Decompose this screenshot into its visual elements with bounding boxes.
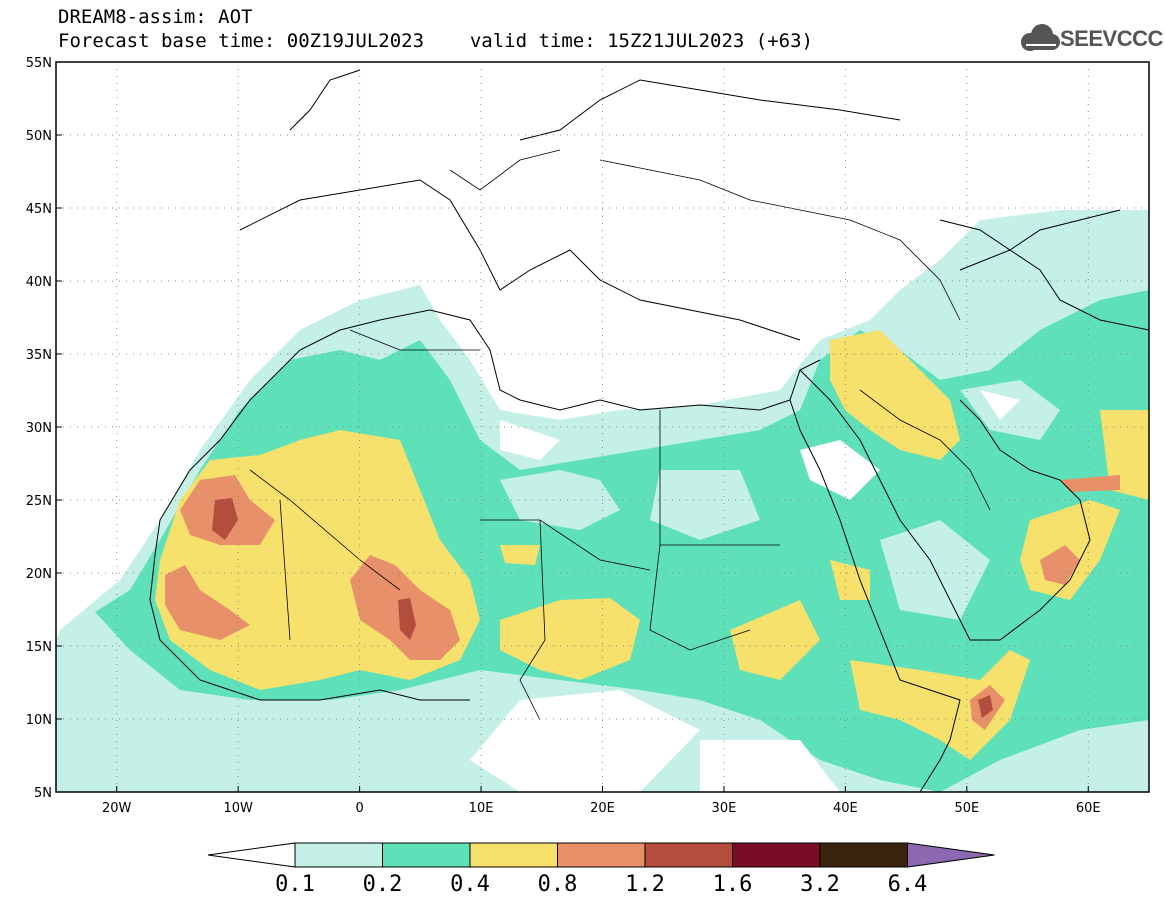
aot-band-0.4 <box>500 598 640 680</box>
aot-band-0.8 <box>1040 545 1080 585</box>
lat-tick-label: 30N <box>26 421 52 436</box>
colorbar-segment <box>644 842 733 868</box>
aot-band-1.2 <box>212 498 238 540</box>
lon-tick-label: 10E <box>469 801 494 816</box>
logo-text: SEEVCCC <box>1060 26 1163 51</box>
colorbar-max-arrow <box>907 842 995 868</box>
aot-hole <box>700 740 840 792</box>
colorbar-segment <box>469 842 558 868</box>
aot-band-0.4 <box>730 600 820 680</box>
cloud-icon <box>1021 24 1060 51</box>
aot-band-1.2 <box>978 695 993 718</box>
lat-lon-grid <box>56 62 1149 792</box>
border <box>599 159 851 221</box>
coastlines <box>149 69 1149 792</box>
aot-hole <box>470 690 700 792</box>
aot-hole <box>650 470 760 540</box>
border <box>449 149 561 191</box>
latitude-axis: 55N 50N 45N 40N 35N 30N 25N 20N 15N 10N 5N <box>26 56 62 801</box>
lat-tick-label: 35N <box>26 348 52 363</box>
lat-tick-label: 15N <box>26 640 52 655</box>
colorbar-segment <box>732 842 821 868</box>
colorbar-threshold-label: 1.6 <box>712 872 753 897</box>
colorbar-threshold-label: 3.2 <box>800 872 840 897</box>
europe-coast <box>239 179 801 341</box>
lon-tick-label: 30E <box>712 801 737 816</box>
colorbar-segment <box>382 842 471 868</box>
lon-tick-label: 40E <box>833 801 858 816</box>
iran-coast <box>959 249 1149 331</box>
aot-band-1.2 <box>398 598 416 640</box>
colorbar-segment <box>819 842 908 868</box>
border <box>859 389 991 511</box>
time-line: Forecast base time: 00Z19JUL2023 valid t… <box>58 30 813 52</box>
model-title: DREAM8-assim: AOT <box>58 6 253 28</box>
border <box>279 499 291 641</box>
forecast-base-time: Forecast base time: 00Z19JUL2023 <box>58 30 425 52</box>
border <box>249 469 401 591</box>
colorbar-segment <box>294 842 383 868</box>
aot-band-0.4 <box>500 545 540 565</box>
colorbar-min-arrow <box>207 842 296 868</box>
red-sea-west-coast <box>789 399 961 792</box>
colorbar <box>207 842 995 868</box>
lat-tick-label: 5N <box>34 786 52 801</box>
lon-tick-label: 60E <box>1076 801 1101 816</box>
lon-tick-label: 50E <box>954 801 979 816</box>
borders <box>249 149 991 721</box>
lat-tick-label: 20N <box>26 567 52 582</box>
colorbar-threshold-label: 1.2 <box>625 872 665 897</box>
lat-tick-label: 50N <box>26 129 52 144</box>
colorbar-threshold-label: 6.4 <box>887 872 928 897</box>
aot-hole <box>980 390 1020 420</box>
lat-tick-label: 40N <box>26 275 52 290</box>
valid-time: valid time: 15Z21JUL2023 (+63) <box>469 30 813 52</box>
longitude-axis: 20W 10W 0 10E 20E 30E 40E 50E 60E <box>102 786 1101 816</box>
aot-band-0.8 <box>165 565 250 640</box>
aot-band-0.4 <box>830 560 870 600</box>
colorbar-threshold-label: 0.1 <box>275 872 315 897</box>
colorbar-segment <box>557 842 646 868</box>
border <box>349 329 480 351</box>
border <box>480 519 651 571</box>
arabia-coast <box>799 369 1091 641</box>
colorbar-threshold-label: 0.8 <box>537 872 578 897</box>
colorbar-threshold-label: 0.4 <box>450 872 490 897</box>
lon-tick-label: 10W <box>223 801 253 816</box>
uk-coast <box>289 69 361 131</box>
north-africa-coast <box>154 309 821 556</box>
west-africa-coast <box>149 554 470 701</box>
lat-tick-label: 55N <box>26 56 52 71</box>
seevccc-logo <box>1021 24 1060 51</box>
aot-hole <box>500 420 560 460</box>
lon-tick-label: 20W <box>102 801 132 816</box>
border <box>849 219 961 321</box>
border <box>649 544 751 651</box>
lat-tick-label: 10N <box>26 713 52 728</box>
baltic-coast <box>519 79 901 141</box>
border <box>519 519 546 721</box>
colorbar-threshold-label: 0.2 <box>362 872 403 897</box>
lat-tick-label: 25N <box>26 494 52 509</box>
lon-tick-label: 20E <box>590 801 615 816</box>
lon-tick-label: 0 <box>355 801 363 816</box>
aot-band-0.4-gulf <box>830 330 960 460</box>
aot-band-0.4-horn <box>850 650 1030 760</box>
lat-tick-label: 45N <box>26 202 52 217</box>
aot-hole <box>800 440 880 500</box>
aot-band-0.8 <box>1060 475 1120 492</box>
caspian-north <box>939 209 1121 251</box>
